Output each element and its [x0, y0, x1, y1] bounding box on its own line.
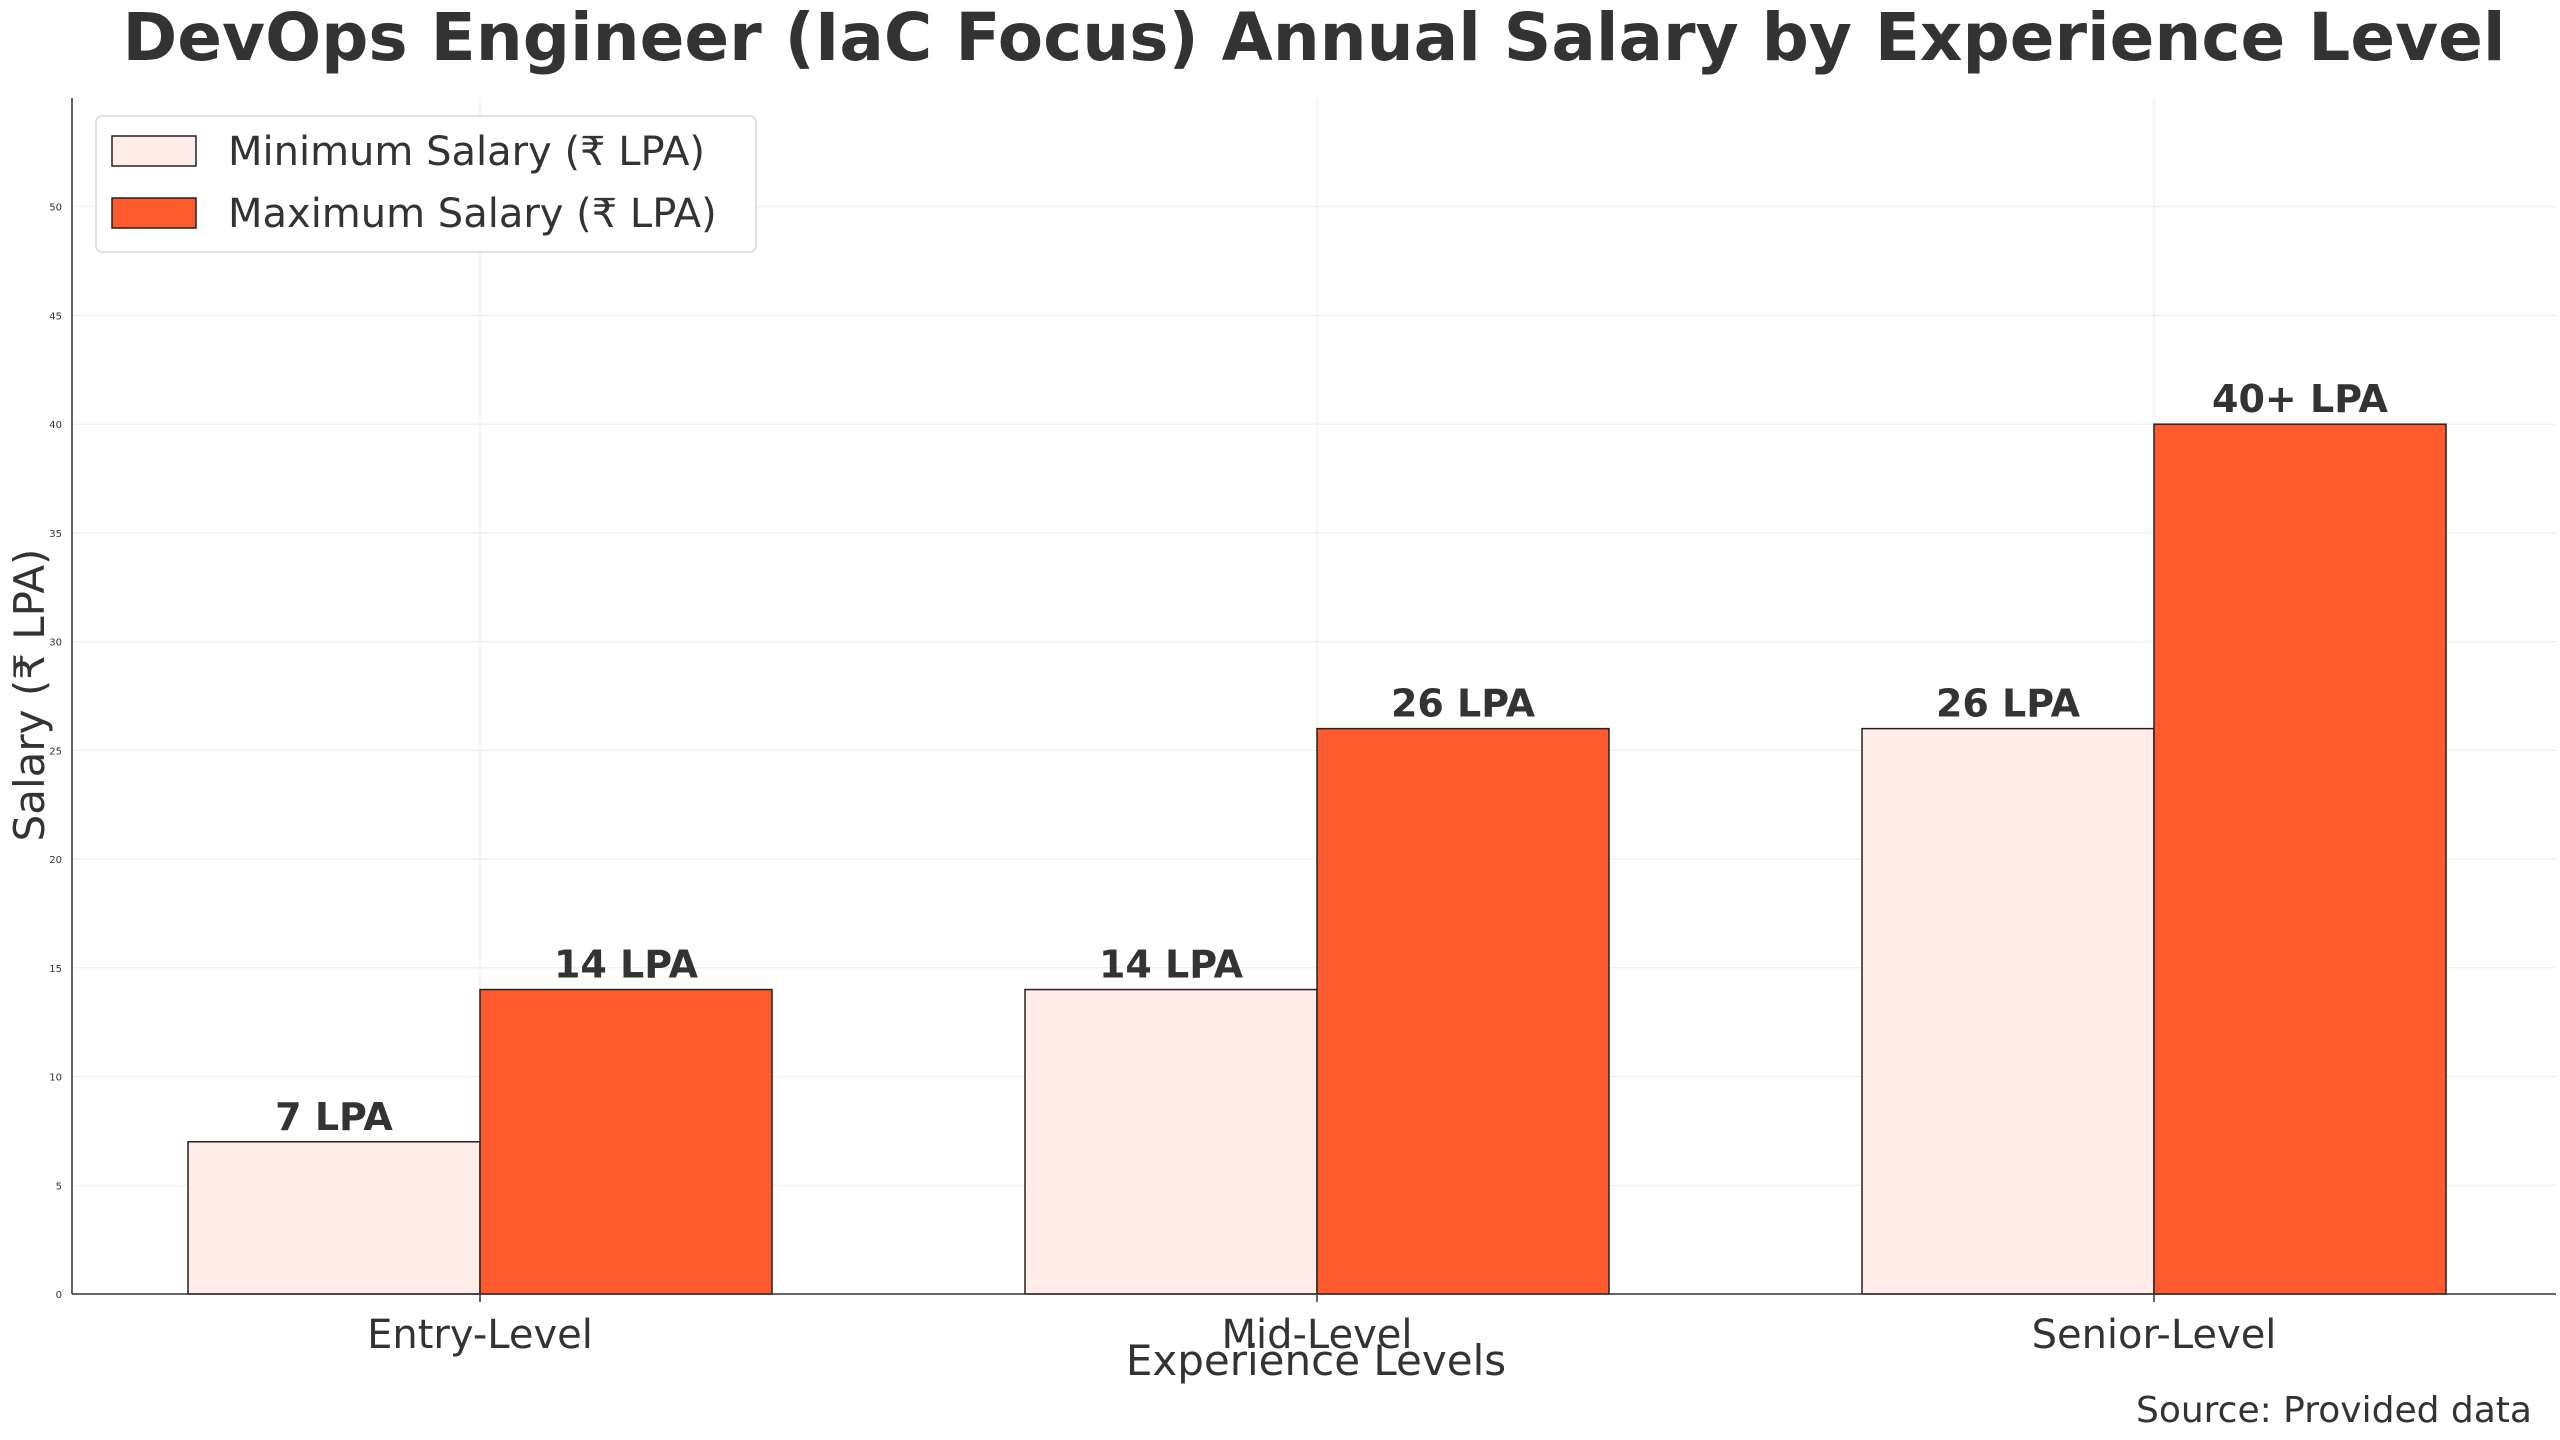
bar-value-labels: 7 LPA 14 LPA 26 LPA 14 LPA 26 LPA 40+ LPA: [275, 377, 2388, 1139]
bar-maximum-entry-level: [479, 988, 773, 1295]
chart-title: DevOps Engineer (IaC Focus) Annual Salar…: [123, 0, 2506, 76]
y-tick-label: 40: [49, 420, 62, 431]
y-tick-label: 15: [49, 964, 62, 975]
bars: [187, 423, 2447, 1295]
bar-value-label: 14 LPA: [1099, 943, 1244, 987]
legend: Minimum Salary (₹ LPA) Maximum Salary (₹…: [95, 115, 757, 253]
y-axis-label: Salary (₹ LPA): [5, 549, 54, 842]
y-tick-label: 5: [56, 1181, 62, 1192]
legend-swatch-minimum: [111, 135, 197, 167]
y-tick-label: 10: [49, 1073, 62, 1084]
bar-minimum-entry-level: [187, 1141, 481, 1295]
bar-value-label: 26 LPA: [1936, 682, 2081, 726]
y-tick-label: 30: [49, 638, 62, 649]
bar-value-label: 7 LPA: [275, 1095, 393, 1139]
x-axis-label: Experience Levels: [1126, 1336, 1506, 1385]
legend-frame: [95, 115, 757, 253]
bar-maximum-senior-level: [2153, 423, 2447, 1295]
y-tick-label: 50: [49, 203, 62, 214]
legend-label-maximum: Maximum Salary (₹ LPA): [228, 191, 717, 237]
y-tick-label: 25: [49, 746, 62, 757]
bar-value-label: 14 LPA: [554, 943, 699, 987]
y-tick-label: 45: [49, 311, 62, 322]
bar-maximum-mid-level: [1316, 727, 1610, 1295]
bar-minimum-senior-level: [1861, 727, 2155, 1295]
source-note: Source: Provided data: [2136, 1390, 2532, 1431]
y-tick-label: 20: [49, 855, 62, 866]
x-tick-label: Senior-Level: [2032, 1312, 2277, 1358]
bar-value-label: 26 LPA: [1391, 682, 1536, 726]
bar-value-label: 40+ LPA: [2212, 377, 2389, 421]
x-axis-ticks: Entry-Level Mid-Level Senior-Level: [367, 1294, 2276, 1358]
y-axis-ticks: 0 5 10 15 20 25 30 35 40 45 50: [49, 203, 62, 1301]
bar-minimum-mid-level: [1024, 988, 1318, 1295]
legend-label-minimum: Minimum Salary (₹ LPA): [228, 129, 705, 175]
x-tick-label: Mid-Level: [1221, 1312, 1412, 1358]
x-tick-label: Entry-Level: [367, 1312, 593, 1358]
y-tick-label: 35: [49, 529, 62, 540]
y-tick-label: 0: [56, 1290, 62, 1301]
legend-swatch-maximum: [111, 197, 197, 229]
